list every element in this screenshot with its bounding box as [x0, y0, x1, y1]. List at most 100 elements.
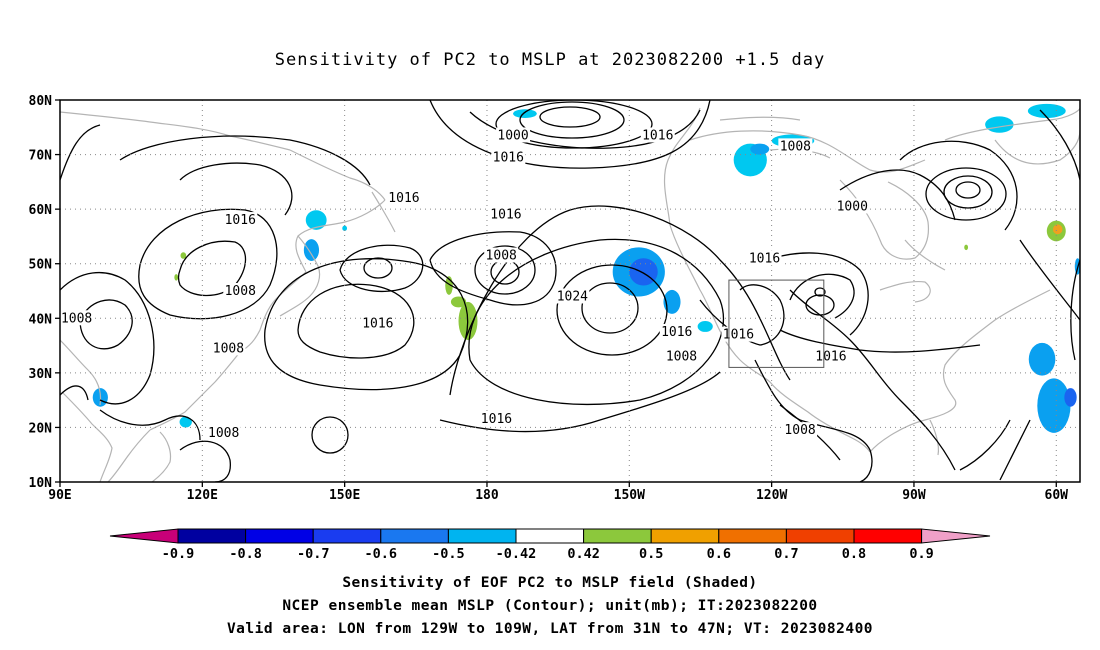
colorbar-label: -0.9	[162, 546, 195, 562]
contour-label: 1008	[61, 311, 92, 326]
lat-tick-label: 70N	[29, 149, 53, 164]
lon-tick-label: 120W	[756, 488, 787, 503]
contour-label-bg	[491, 149, 526, 165]
caption-contour: NCEP ensemble mean MSLP (Contour); unit(…	[282, 598, 818, 614]
shaded-region	[450, 296, 467, 308]
contour-label: 1008	[666, 349, 697, 364]
contour-label: 1008	[208, 426, 239, 441]
colorbar-swatch	[718, 528, 787, 544]
colorbar-swatch	[650, 528, 720, 544]
lon-tick-label: 150W	[614, 488, 645, 503]
colorbar-swatch	[515, 528, 585, 544]
lat-tick-label: 60N	[29, 203, 53, 218]
shaded-region	[303, 239, 320, 261]
map-frame	[59, 99, 1081, 483]
lon-tick-label: 120E	[187, 488, 218, 503]
colorbar-right-arrow	[921, 528, 991, 544]
lat-lon-grid	[60, 100, 1080, 482]
colorbar-label: 0.42	[567, 546, 600, 562]
colorbar-label: 0.8	[842, 546, 866, 562]
colorbar-label: 0.7	[774, 546, 798, 562]
contour-label-bg	[211, 340, 246, 356]
shaded-region	[179, 416, 192, 428]
contour-label: 1016	[362, 317, 393, 332]
colorbar-swatch	[380, 528, 449, 544]
contour-label: 1000	[497, 128, 528, 143]
shaded-region	[697, 321, 713, 332]
lat-tick-label: 40N	[29, 312, 53, 327]
contour-label: 1016	[481, 412, 512, 427]
lon-tick-label: 90W	[902, 488, 926, 503]
shaded-region	[1052, 224, 1063, 235]
contour-label-bg	[640, 127, 675, 143]
contour-label-bg	[479, 411, 514, 427]
shaded-region	[513, 109, 537, 119]
colorbar-label: -0.7	[297, 546, 330, 562]
contour-label-bg	[223, 283, 258, 298]
lat-tick-label: 80N	[29, 94, 53, 109]
contour-label-bg	[496, 127, 531, 143]
contour-label-bg	[488, 206, 523, 222]
shaded-region	[1027, 103, 1066, 119]
contour-label: 1016	[749, 251, 780, 266]
lat-tick-label: 10N	[29, 476, 53, 491]
lat-tick-label: 20N	[29, 421, 53, 436]
contour-label: 1016	[493, 150, 524, 165]
shaded-region	[1037, 378, 1071, 433]
figure-title: Sensitivity of PC2 to MSLP at 2023082200…	[274, 50, 826, 70]
contour-label-bg	[835, 198, 870, 214]
contour-label: 1016	[225, 213, 256, 228]
lat-tick-label: 50N	[29, 258, 53, 273]
contour-label-bg	[223, 212, 258, 228]
lon-tick-label: 90E	[48, 488, 71, 503]
shaded-region	[1064, 388, 1077, 407]
shaded-region	[180, 252, 187, 259]
contour-label: 1008	[225, 284, 256, 299]
contour-label: 1008	[784, 423, 815, 438]
valid-area-box	[728, 279, 825, 368]
lon-tick-label: 150E	[329, 488, 360, 503]
contour-label-bg	[813, 348, 848, 364]
contour-label-bg	[783, 422, 818, 438]
shaded-region	[663, 289, 681, 314]
colorbar-label: 0.5	[639, 546, 663, 562]
contour-label: 1016	[388, 191, 419, 206]
contour-label-bg	[659, 323, 694, 339]
colorbar-left-arrow	[109, 528, 179, 544]
shaded-region	[174, 274, 179, 281]
shaded-region	[1028, 342, 1056, 376]
colorbar-label: 0.6	[707, 546, 731, 562]
map-area: 1000 1016 1016 1008 1016 1016 1016 1000 1008 1016…	[60, 100, 1080, 482]
contour-label: 1016	[490, 208, 521, 223]
colorbar-swatch	[853, 528, 923, 544]
caption-valid-area: Valid area: LON from 129W to 109W, LAT f…	[226, 621, 874, 637]
contour-label-bg	[386, 190, 421, 206]
contour-label-bg	[360, 315, 395, 331]
longitude-axis: 90E 120E 150E 180 150W 120W 90W 60W	[48, 482, 1068, 503]
contour-label: 1024	[557, 289, 588, 304]
contour-label-bg	[778, 138, 813, 154]
contour-label: 1016	[815, 349, 846, 364]
contour-label: 1016	[723, 328, 754, 343]
colorbar: -0.9 -0.8 -0.7 -0.6 -0.5 -0.42 0.42 0.5 0.6 0.7 0.…	[109, 528, 991, 562]
contour-label: 1000	[837, 199, 868, 214]
contour-label-bg	[664, 348, 699, 364]
colorbar-swatch	[785, 528, 855, 544]
latitude-axis: 80N 70N 60N 50N 40N 30N 20N 10N	[29, 94, 60, 491]
caption-shaded: Sensitivity of EOF PC2 to MSLP field (Sh…	[342, 575, 758, 591]
contour-label-bg	[484, 247, 519, 263]
shaded-region	[342, 225, 348, 231]
lon-tick-label: 60W	[1045, 488, 1069, 503]
lon-tick-label: 180	[475, 488, 499, 503]
contour-label: 1008	[213, 341, 244, 356]
contour-label-bg	[747, 250, 782, 266]
contour-label-bg	[206, 424, 241, 440]
contour-label: 1008	[780, 139, 811, 154]
shaded-region	[750, 143, 770, 155]
sensitivity-shading	[92, 103, 1080, 433]
contour-label-bg	[555, 288, 590, 304]
colorbar-swatch	[312, 528, 382, 544]
shaded-region	[985, 116, 1014, 133]
colorbar-label: -0.8	[229, 546, 262, 562]
